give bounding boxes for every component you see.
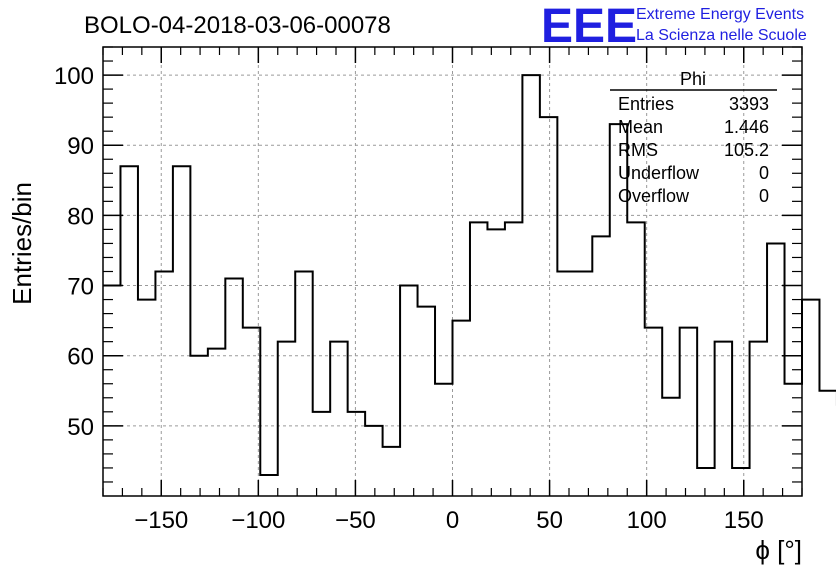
stats-overflow-value: 0: [759, 186, 769, 206]
x-tick-label: 150: [724, 507, 764, 534]
y-tick-label: 80: [67, 203, 94, 230]
x-tick-label: 50: [536, 507, 563, 534]
tick-labels: −150 −100 −50 0 50 100 150 50 60 70 80 90 100: [54, 63, 764, 534]
y-tick-label: 90: [67, 133, 94, 160]
brand-line-2: La Scienza nelle Scuole: [636, 27, 807, 44]
x-tick-label: 0: [446, 507, 459, 534]
x-tick-label: −100: [231, 507, 285, 534]
grid-lines: [103, 47, 802, 496]
stats-rms-label: RMS: [618, 140, 658, 160]
y-tick-label: 100: [54, 63, 94, 90]
y-tick-label: 50: [67, 414, 94, 441]
x-tick-label: −150: [134, 507, 188, 534]
histogram-outline: [103, 74, 836, 476]
x-tick-label: −50: [335, 507, 376, 534]
y-tick-label: 70: [67, 274, 94, 301]
stats-entries-value: 3393: [729, 94, 769, 114]
stats-mean-label: Mean: [618, 117, 663, 137]
stats-underflow-value: 0: [759, 163, 769, 183]
stats-overflow-label: Overflow: [618, 186, 690, 206]
y-axis-label: Entries/bin: [7, 182, 37, 305]
brand-line-1: Extreme Energy Events: [636, 6, 804, 23]
stats-box: Phi Entries 3393 Mean 1.446 RMS 105.2 Un…: [610, 69, 777, 206]
stats-rms-value: 105.2: [724, 140, 769, 160]
chart-title: BOLO-04-2018-03-06-00078: [84, 12, 391, 39]
eee-logo: EEE: [541, 0, 637, 53]
stats-mean-value: 1.446: [724, 117, 769, 137]
stats-entries-label: Entries: [618, 94, 674, 114]
stats-underflow-label: Underflow: [618, 163, 700, 183]
axis-ticks: [102, 46, 803, 496]
x-tick-label: 100: [627, 507, 667, 534]
x-axis-label: ϕ [°]: [755, 535, 802, 565]
stats-box-title: Phi: [680, 69, 706, 89]
y-tick-label: 60: [67, 344, 94, 371]
